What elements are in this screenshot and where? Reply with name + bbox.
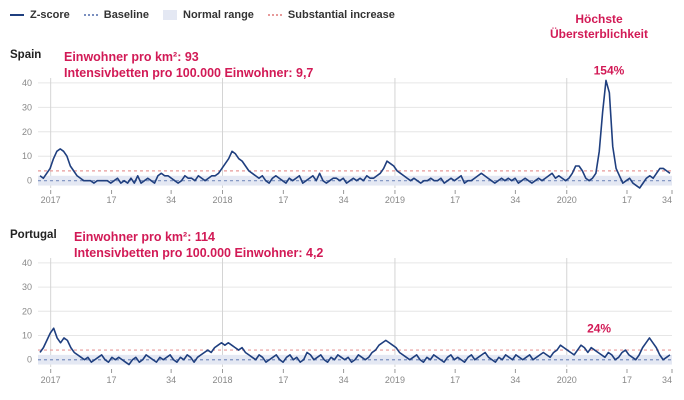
spain-zscore-chart: 0 10 20 30 40 154% 2017 17 34 2018 17 34 2019 17 34 202… [22, 63, 673, 205]
zscore-line-swatch [10, 14, 24, 16]
y-tick-label: 20 [22, 306, 32, 316]
x-tick-label: 2020 [557, 375, 577, 385]
zscore-series-line [39, 327, 671, 366]
y-tick-label: 40 [22, 258, 32, 268]
y-tick-label: 10 [22, 151, 32, 161]
x-tick-label: 17 [278, 375, 288, 385]
x-tick-label: 2020 [557, 195, 577, 205]
peak-percent-label: 24% [587, 321, 611, 335]
x-tick-label: 34 [510, 375, 520, 385]
highlight-title: Höchste Übersterblichkeit [549, 12, 649, 41]
x-tick-label: 34 [662, 375, 672, 385]
substantial-dotted-swatch [267, 14, 282, 16]
x-tick-label: 34 [510, 195, 520, 205]
x-tick-label: 2019 [385, 375, 405, 385]
legend-baseline: Baseline [83, 9, 149, 21]
x-tick-label: 17 [450, 375, 460, 385]
legend: Z-score Baseline Normal range Substantia… [10, 7, 409, 23]
x-tick-label: 17 [107, 375, 117, 385]
x-tick-label: 17 [622, 375, 632, 385]
country-label-spain: Spain [10, 49, 42, 61]
x-tick-label: 34 [166, 195, 176, 205]
legend-substantial-label: Substantial increase [287, 9, 395, 21]
y-tick-label: 10 [22, 331, 32, 341]
spain-icu-annotation: Intensivbetten pro 100.000 Einwohner: 9,… [64, 66, 314, 80]
legend-normal-label: Normal range [183, 9, 254, 21]
y-tick-label: 30 [22, 102, 32, 112]
legend-normal-range: Normal range [163, 9, 254, 21]
normal-range-band [38, 175, 672, 186]
x-tick-label: 2017 [41, 195, 61, 205]
portugal-icu-annotation: Intensivbetten pro 100.000 Einwohner: 4,… [74, 246, 324, 260]
x-tick-label: 2018 [212, 375, 232, 385]
x-tick-label: 17 [278, 195, 288, 205]
x-tick-label: 2017 [41, 375, 61, 385]
x-tick-label: 17 [107, 195, 117, 205]
x-tick-label: 17 [622, 195, 632, 205]
legend-baseline-label: Baseline [103, 9, 149, 21]
portugal-density-annotation: Einwohner pro km²: 114 [74, 230, 216, 244]
baseline-dotted-swatch [83, 14, 98, 16]
y-tick-label: 30 [22, 282, 32, 292]
x-tick-label: 17 [450, 195, 460, 205]
legend-substantial: Substantial increase [267, 9, 395, 21]
x-tick-label: 34 [166, 375, 176, 385]
x-tick-label: 34 [662, 195, 672, 205]
peak-percent-label: 154% [594, 63, 625, 77]
x-tick-label: 2019 [385, 195, 405, 205]
x-tick-label: 2018 [212, 195, 232, 205]
y-tick-label: 20 [22, 127, 32, 137]
x-tick-label: 34 [339, 195, 349, 205]
normal-range-swatch [163, 10, 177, 20]
y-tick-label: 40 [22, 78, 32, 88]
country-label-portugal: Portugal [10, 229, 57, 241]
zscore-series-line [39, 79, 671, 189]
spain-density-annotation: Einwohner pro km²: 93 [64, 50, 199, 64]
x-tick-label: 34 [339, 375, 349, 385]
y-tick-label: 0 [27, 176, 32, 186]
legend-zscore-label: Z-score [30, 9, 70, 21]
legend-zscore: Z-score [10, 9, 70, 21]
y-tick-label: 0 [27, 355, 32, 365]
